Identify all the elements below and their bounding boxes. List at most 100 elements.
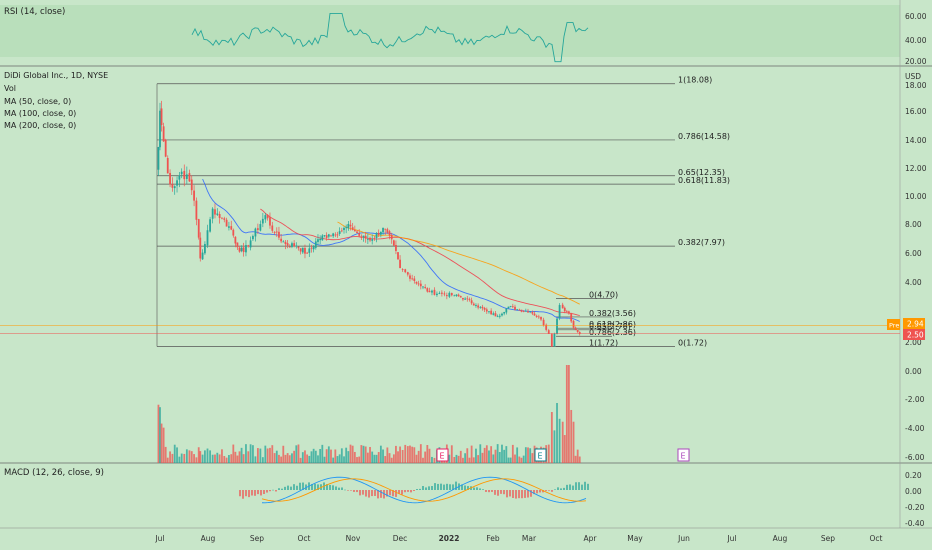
earnings-marker[interactable] [677, 448, 690, 462]
volume-bar [330, 449, 332, 463]
candle-body [507, 306, 510, 309]
candle-body [501, 313, 503, 316]
price-tick: 4.00 [905, 278, 922, 287]
rsi-axis: 60.00 40.00 20.00 [905, 12, 927, 66]
pre-price-label [903, 318, 925, 329]
candle-body [211, 208, 214, 219]
volume-bar [518, 456, 521, 463]
last-price-value: 2.50 [907, 331, 924, 340]
candle-body [455, 294, 458, 296]
volume-bar [424, 451, 427, 463]
volume-bar [166, 457, 169, 463]
volume-bar [567, 365, 570, 463]
macd-histogram-bar [251, 490, 253, 496]
macd-histogram-bar [566, 484, 568, 490]
volume-bar [409, 445, 411, 463]
macd-histogram-bar [392, 490, 394, 497]
macd-histogram-bar [410, 490, 412, 493]
event-markers[interactable]: E E E [436, 448, 690, 462]
candle-body [240, 247, 243, 252]
earnings-marker[interactable] [534, 448, 547, 462]
last-price-label [903, 329, 925, 340]
macd-histogram-bar [434, 483, 436, 490]
candle-body [193, 190, 195, 201]
macd-histogram-bar [344, 489, 346, 491]
macd-histogram-bar [263, 490, 265, 495]
fib-level-label: 0.786(14.58) [678, 132, 730, 141]
candle-body [271, 225, 274, 231]
volume-bar [485, 445, 488, 463]
volume-bar [522, 455, 525, 463]
volume-bar [264, 445, 267, 463]
volume-bar [308, 455, 311, 463]
volume-bar [364, 446, 367, 463]
candle-body [406, 272, 409, 275]
macd-histogram-bar [347, 490, 349, 491]
volume-bar [280, 456, 283, 463]
macd-histogram-bar [479, 488, 481, 490]
candle-body [353, 230, 356, 232]
time-tick: May [627, 534, 643, 543]
fib-retracement-layer[interactable]: 1(18.08) 0.786(14.58) 0.65(12.35)0.618(11.… [156, 76, 730, 348]
macd-histogram-bar [335, 486, 337, 490]
macd-histogram-bar [464, 485, 466, 490]
volume-bar [428, 448, 431, 463]
macd-histogram-bar [266, 490, 268, 493]
volume-bar [358, 456, 361, 463]
macd-histogram-bar [491, 490, 493, 492]
candle-body [567, 311, 570, 314]
candle-body [343, 227, 345, 231]
candle-body [166, 157, 169, 174]
volume-bar [477, 455, 480, 463]
candle-body [399, 259, 401, 269]
candle-body [273, 231, 276, 233]
candle-body [426, 288, 429, 292]
macd-histogram-bar [275, 490, 277, 492]
macd-histogram-bar [515, 490, 517, 499]
volume-bar [159, 407, 161, 463]
candle-body [505, 308, 508, 313]
volume-bar [254, 456, 257, 463]
candle-body [572, 320, 575, 328]
macd-histogram-bar [329, 484, 331, 490]
candle-body [297, 246, 300, 249]
candle-body [323, 235, 326, 237]
candle-body [522, 311, 525, 312]
volume-bar [351, 445, 354, 463]
volume-bar [180, 453, 183, 463]
macd-histogram-bar [437, 483, 439, 490]
volume-bar [256, 448, 259, 463]
volume-bar [366, 452, 369, 463]
volume-bar [288, 455, 291, 463]
candle-body [209, 219, 211, 232]
volume-bar [459, 450, 462, 463]
candle-body [183, 170, 186, 180]
volume-bar [218, 454, 221, 463]
macd-histogram-bar [569, 484, 571, 490]
legend-ma200: MA (200, close, 0) [4, 121, 76, 130]
currency-label: USD [905, 72, 921, 81]
candle-body [236, 242, 239, 248]
volume-bar [269, 447, 271, 463]
macd-histogram-bar [578, 482, 580, 490]
candle-body [511, 306, 514, 308]
candle-body [428, 290, 431, 293]
candle-body [171, 184, 174, 188]
volume-bar [188, 450, 191, 463]
macd-tick: -0.40 [905, 519, 925, 528]
macd-histogram-bar [341, 487, 343, 490]
volume-bar [472, 457, 475, 463]
volume-bar [312, 448, 315, 463]
legend-ma50: MA (50, close, 0) [4, 97, 71, 106]
volume-bar [490, 446, 493, 463]
volume-bar [201, 454, 204, 463]
fib-level-label: 0.618(11.83) [678, 176, 730, 185]
earnings-marker[interactable] [436, 448, 449, 462]
candle-body [479, 306, 482, 308]
macd-histogram-bar [377, 490, 379, 499]
volume-bar [479, 444, 482, 463]
volume-bar [505, 446, 508, 463]
candle-body [574, 327, 577, 330]
macd-histogram-bar [395, 490, 397, 497]
